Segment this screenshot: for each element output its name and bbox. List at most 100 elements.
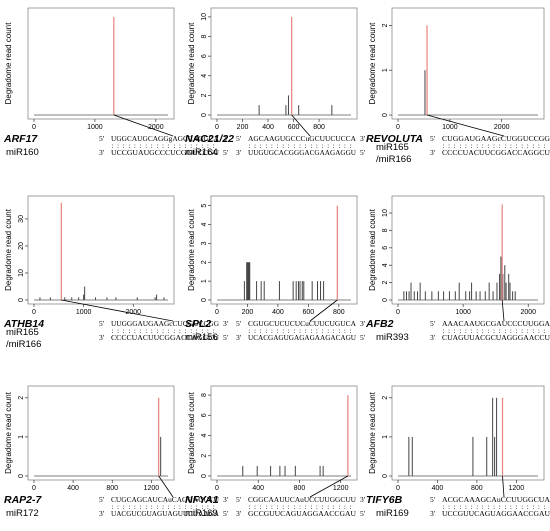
mirna-label: miR169 [376,508,409,519]
x-tick-label: 800 [106,485,118,492]
x-tick-label: 2000 [494,124,510,131]
seq-3prime-label: 3' [99,148,105,157]
seq-3prime-label: 3' [223,495,229,504]
panel-frame [391,195,545,305]
x-tick-label: 600 [303,309,315,316]
mirna-sequence: GCCGUUCAGUAGGAACCGAU [248,509,357,518]
pairing-marks: : : : : : : : : : : : : : : : : : : : [442,504,546,511]
gene-label: ARF17 [3,133,38,145]
gene-label: AFB2 [365,318,394,330]
seq-3prime-label: 3' [223,134,229,143]
x-tick-label: 600 [288,124,300,131]
seq-3prime-label: 3' [99,509,105,518]
seq-5prime-label: 5' [430,134,436,143]
panel-frame [27,7,175,120]
pairing-marks: : : : : : : : : : : : : : : : : : : : [442,328,546,335]
seq-3prime-label: 3' [236,509,242,518]
pairing-marks: : : : : : : : : : : : : : : : : : : : [111,504,215,511]
y-tick-label: 0 [201,298,208,302]
x-tick-label: 0 [396,309,400,316]
x-tick-label: 0 [215,485,219,492]
y-axis-label: Degradome read count [368,208,377,291]
x-tick-label: 400 [432,485,444,492]
y-tick-label: 0 [382,298,389,302]
target-sequence: CGUGCUCUCUCuCUUCUGUCA [248,319,357,328]
mirna-label: miR393 [376,332,409,343]
y-tick-label: 5 [201,204,208,208]
seq-5prime-label: 5' [99,319,105,328]
seq-3prime-label: 3' [430,148,436,157]
y-tick-label: 20 [18,242,25,250]
seq-3prime-label: 3' [430,509,436,518]
target-sequence: UUGGGAUGAAGcCUGGUCCGG [111,319,220,328]
x-tick-label: 0 [215,309,219,316]
y-tick-label: 6 [382,246,389,250]
mirna-label: miR172 [6,508,39,519]
y-axis-label: Degradome read count [4,22,13,105]
y-tick-label: 8 [201,34,208,38]
gene-label: NAC21/22 [185,133,234,145]
y-tick-label: 1 [382,435,389,439]
target-sequence: AGCAAGUGCCCuGCUUCUCCA [248,134,357,143]
seq-3prime-label: 3' [236,148,242,157]
panel-frame [210,385,358,481]
mirna-sequence: UACGUCGUAGUAGUUCUAAGA [111,509,220,518]
cleavage-pointer [426,114,505,137]
x-tick-label: 1000 [76,309,92,316]
y-tick-label: 10 [18,269,25,277]
cleavage-pointer [309,299,338,322]
gene-label: TIFY6B [366,494,403,506]
y-tick-label: 0 [201,474,208,478]
target-sequence: CUGCAGCAUCAuCAGGAUUCU [111,495,220,504]
mirna-label: miR156 [185,332,218,343]
x-tick-label: 400 [262,124,274,131]
cleavage-pointer [158,475,174,498]
y-axis-label: Degradome read count [368,391,377,474]
x-tick-label: 0 [32,124,36,131]
y-tick-label: 4 [201,433,208,437]
panel-frame [27,195,175,305]
y-axis-label: Degradome read count [368,22,377,105]
x-tick-label: 200 [237,124,249,131]
mirna-sequence: CUAGUUACGCUAGGGAACCU [442,333,550,342]
target-sequence: AAACAAUGCGAUCCCUUGGA [442,319,550,328]
y-tick-label: 2 [382,23,389,27]
y-tick-label: 2 [382,281,389,285]
pairing-marks: : : : : : : : : : : : : : : : : : : : [442,143,546,150]
x-tick-label: 1000 [87,124,103,131]
y-axis-label: Degradome read count [187,391,196,474]
mirna-sequence: UUGUGCACGGGACGAAGAGGU [248,148,357,157]
pairing-marks: : : : : : : : : : : : : : : : : : : : [111,328,215,335]
x-tick-label: 1000 [442,124,458,131]
y-tick-label: 4 [201,222,208,226]
mirna-label: miR165 [6,327,39,338]
seq-3prime-label: 3' [223,319,229,328]
seq-3prime-label: 3' [236,333,242,342]
target-sequence: UGGCAUGCAGGgAGCCAGGCA [111,134,220,143]
seq-3prime-label: 3' [360,134,366,143]
panel-frame [391,7,545,120]
seq-5prime-label: 5' [223,148,229,157]
cleavage-pointer [61,299,174,322]
x-tick-label: 0 [32,485,36,492]
y-tick-label: 10 [382,209,389,217]
x-tick-label: 1200 [509,485,525,492]
target-sequence: CGGCAAUUCAuUCCUUGGCUU [248,495,357,504]
pairing-marks: : : : : : : : : : : : : : : : : : : : [111,143,215,150]
panel-frame [391,385,545,481]
seq-5prime-label: 5' [236,134,242,143]
y-axis-label: Degradome read count [4,208,13,291]
y-tick-label: 2 [201,454,208,458]
gene-label: ATHB14 [3,318,44,330]
x-tick-label: 800 [471,485,483,492]
gene-label: NFYA1 [185,494,219,506]
pairing-marks: : : : : : : : : : : : : : : : : : : : [248,143,352,150]
panel-frame [210,7,358,120]
y-tick-label: 4 [201,74,208,78]
x-tick-label: 0 [396,124,400,131]
y-tick-label: 6 [201,54,208,58]
mirna-label: miR165 [376,142,409,153]
mirna-label: miR169 [185,508,218,519]
